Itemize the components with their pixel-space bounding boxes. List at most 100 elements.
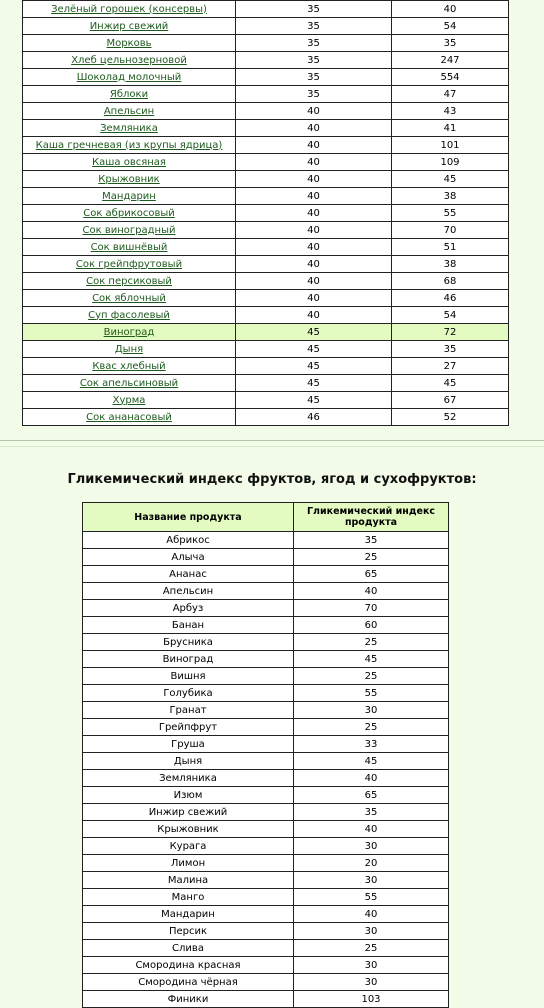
- product-link[interactable]: Сок персиковый: [22, 272, 236, 290]
- product-name-cell: Изюм: [82, 786, 294, 804]
- product-link[interactable]: Сок апельсиновый: [22, 374, 236, 392]
- table-row: Груша 33: [82, 735, 449, 753]
- glycemic-index-cell: 25: [293, 718, 449, 736]
- header-product-name: Название продукта: [82, 502, 294, 532]
- glycemic-index-cell: 30: [293, 956, 449, 974]
- glycemic-index-cell: 65: [293, 565, 449, 583]
- glycemic-index-cell: 40: [293, 905, 449, 923]
- product-name-cell: Мандарин: [82, 905, 294, 923]
- table-row: Малина 30: [82, 871, 449, 889]
- calories-cell: 35: [391, 340, 509, 358]
- product-link[interactable]: Хлеб цельнозерновой: [22, 51, 236, 69]
- calories-cell: 40: [391, 0, 509, 18]
- table-row: Банан 60: [82, 616, 449, 634]
- product-link[interactable]: Морковь: [22, 34, 236, 52]
- glycemic-products-table: Зелёный горошек (консервы) 35 40 Инжир свеж…: [22, 0, 509, 426]
- glycemic-index-cell: 25: [293, 633, 449, 651]
- product-link[interactable]: Сок абрикосовый: [22, 204, 236, 222]
- table-row: Хлеб цельнозерновой 35 247: [22, 51, 509, 69]
- calories-cell: 46: [391, 289, 509, 307]
- product-link[interactable]: Квас хлебный: [22, 357, 236, 375]
- table-row: Голубика 55: [82, 684, 449, 702]
- table-row: Дыня 45 35: [22, 340, 509, 358]
- glycemic-index-cell: 40: [235, 255, 392, 273]
- fruits-section-title: Гликемический индекс фруктов, ягод и сух…: [67, 472, 477, 487]
- calories-cell: 101: [391, 136, 509, 154]
- calories-cell: 41: [391, 119, 509, 137]
- table-row: Земляника 40 41: [22, 119, 509, 137]
- product-link[interactable]: Дыня: [22, 340, 236, 358]
- calories-cell: 67: [391, 391, 509, 409]
- product-link[interactable]: Сок ананасовый: [22, 408, 236, 426]
- calories-cell: 51: [391, 238, 509, 256]
- product-name-cell: Гранат: [82, 701, 294, 719]
- glycemic-index-cell: 40: [235, 221, 392, 239]
- glycemic-index-cell: 40: [293, 582, 449, 600]
- calories-cell: 554: [391, 68, 509, 86]
- product-link[interactable]: Мандарин: [22, 187, 236, 205]
- product-link[interactable]: Зелёный горошек (консервы): [22, 0, 236, 18]
- calories-cell: 45: [391, 170, 509, 188]
- glycemic-index-cell: 45: [235, 323, 392, 341]
- product-link[interactable]: Каша гречневая (из крупы ядрица): [22, 136, 236, 154]
- calories-cell: 109: [391, 153, 509, 171]
- table-row: Ананас 65: [82, 565, 449, 583]
- glycemic-index-cell: 30: [293, 871, 449, 889]
- table-row: Инжир свежий 35: [82, 803, 449, 821]
- calories-cell: 68: [391, 272, 509, 290]
- table-row: Каша гречневая (из крупы ядрица) 40 101: [22, 136, 509, 154]
- table-row: Апельсин 40: [82, 582, 449, 600]
- calories-cell: 35: [391, 34, 509, 52]
- glycemic-index-cell: 40: [235, 170, 392, 188]
- table-row: Вишня 25: [82, 667, 449, 685]
- product-link[interactable]: Земляника: [22, 119, 236, 137]
- glycemic-index-cell: 55: [293, 684, 449, 702]
- product-link[interactable]: Хурма: [22, 391, 236, 409]
- table-row: Смородина чёрная 30: [82, 973, 449, 991]
- table-row: Манго 55: [82, 888, 449, 906]
- product-name-cell: Смородина красная: [82, 956, 294, 974]
- product-name-cell: Ананас: [82, 565, 294, 583]
- table-row: Сок яблочный 40 46: [22, 289, 509, 307]
- table-row: Каша овсяная 40 109: [22, 153, 509, 171]
- product-link[interactable]: Сок грейпфрутовый: [22, 255, 236, 273]
- fruits-glycemic-table: Название продукта Гликемический индекс п…: [82, 502, 449, 1008]
- table-row: Квас хлебный 45 27: [22, 357, 509, 375]
- calories-cell: 45: [391, 374, 509, 392]
- glycemic-index-cell: 46: [235, 408, 392, 426]
- product-name-cell: Виноград: [82, 650, 294, 668]
- glycemic-index-cell: 30: [293, 922, 449, 940]
- product-link[interactable]: Сок виноградный: [22, 221, 236, 239]
- section-divider: [0, 440, 544, 441]
- product-link[interactable]: Виноград: [22, 323, 236, 341]
- product-link[interactable]: Апельсин: [22, 102, 236, 120]
- table-row: Морковь 35 35: [22, 34, 509, 52]
- product-link[interactable]: Шоколад молочный: [22, 68, 236, 86]
- glycemic-index-cell: 35: [293, 531, 449, 549]
- product-link[interactable]: Яблоки: [22, 85, 236, 103]
- product-link[interactable]: Суп фасолевый: [22, 306, 236, 324]
- table-row: Сок грейпфрутовый 40 38: [22, 255, 509, 273]
- calories-cell: 247: [391, 51, 509, 69]
- product-link[interactable]: Сок вишнёвый: [22, 238, 236, 256]
- table-row: Курага 30: [82, 837, 449, 855]
- glycemic-index-cell: 45: [293, 752, 449, 770]
- glycemic-index-cell: 40: [235, 272, 392, 290]
- product-name-cell: Банан: [82, 616, 294, 634]
- table-row: Персик 30: [82, 922, 449, 940]
- table-row: Мандарин 40 38: [22, 187, 509, 205]
- table-row: Виноград 45 72: [22, 323, 509, 341]
- product-link[interactable]: Сок яблочный: [22, 289, 236, 307]
- section-divider-light: [0, 446, 544, 447]
- glycemic-index-cell: 30: [293, 837, 449, 855]
- product-link[interactable]: Инжир свежий: [22, 17, 236, 35]
- glycemic-index-cell: 55: [293, 888, 449, 906]
- calories-cell: 72: [391, 323, 509, 341]
- calories-cell: 47: [391, 85, 509, 103]
- product-name-cell: Алыча: [82, 548, 294, 566]
- product-link[interactable]: Крыжовник: [22, 170, 236, 188]
- glycemic-index-cell: 45: [293, 650, 449, 668]
- table-header-row: Название продукта Гликемический индекс п…: [82, 502, 449, 532]
- product-link[interactable]: Каша овсяная: [22, 153, 236, 171]
- table-row: Крыжовник 40: [82, 820, 449, 838]
